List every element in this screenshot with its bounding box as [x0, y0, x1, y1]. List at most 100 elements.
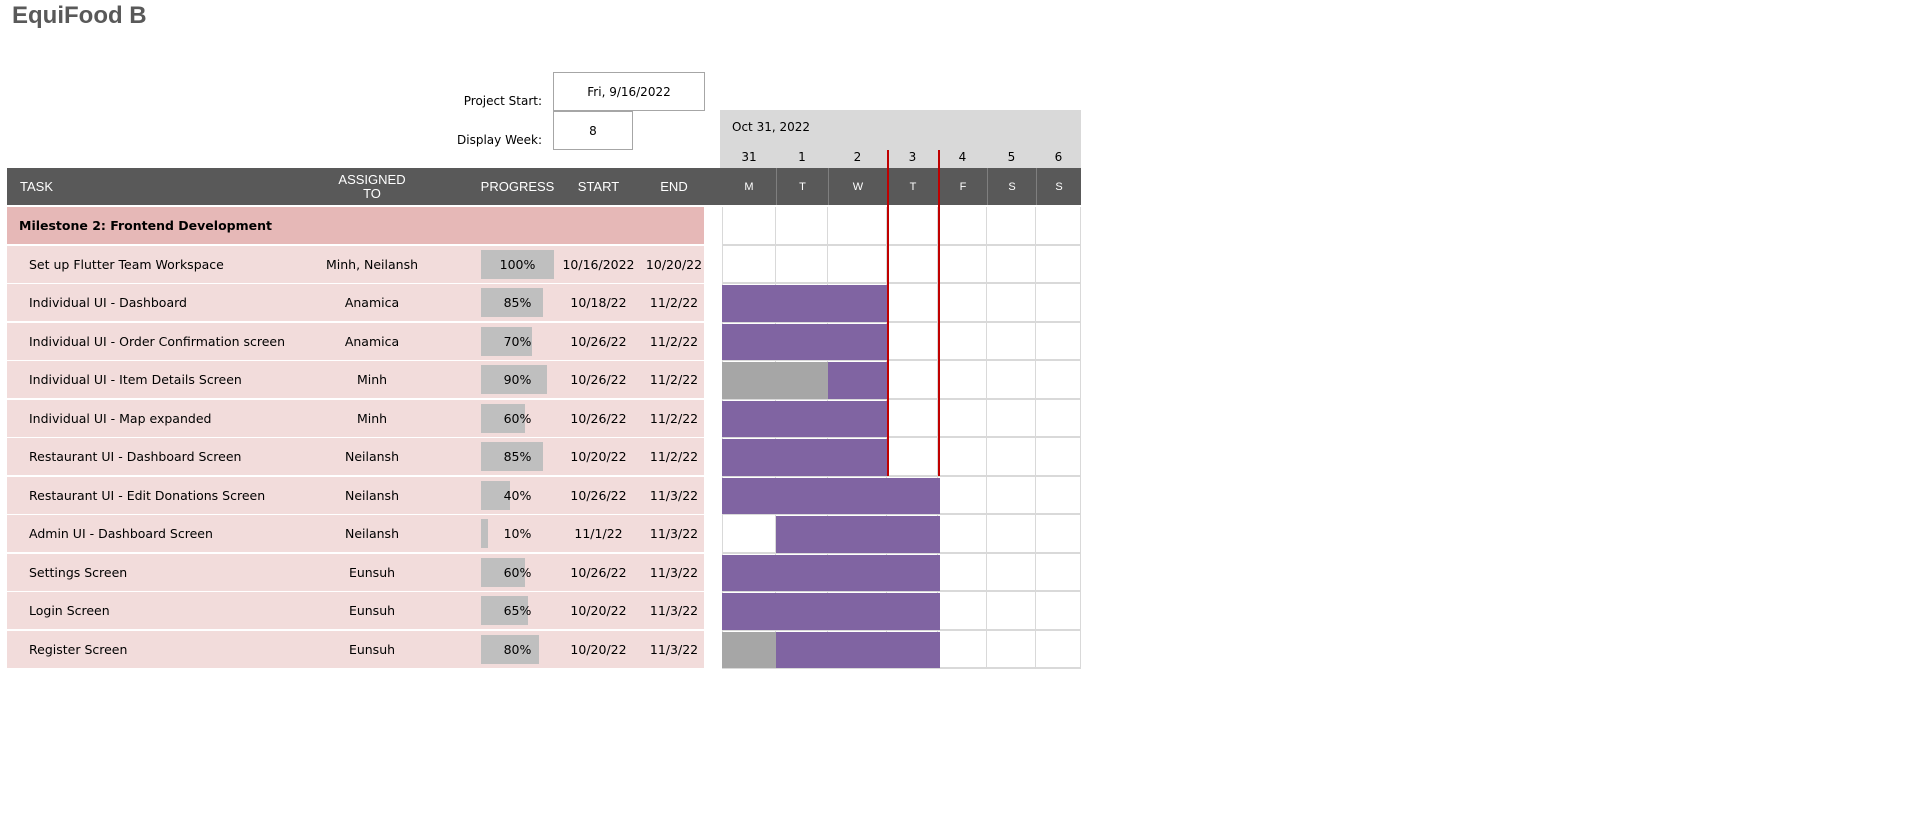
gantt-cell [938, 284, 987, 323]
task-assigned: Eunsuh [348, 603, 396, 618]
task-progress-text: 80% [503, 641, 532, 657]
gantt-cell [987, 207, 1036, 246]
task-name: Individual UI - Order Confirmation scree… [29, 333, 286, 349]
gantt-cell [776, 245, 828, 284]
task-name: Set up Flutter Team Workspace [29, 256, 224, 272]
task-start: 10/20/22 [570, 641, 627, 657]
gantt-cell [1036, 399, 1081, 438]
task-progress-text: 100% [499, 256, 536, 272]
gantt-cell [938, 515, 987, 554]
task-start: 10/26/22 [570, 333, 627, 349]
task-end: 11/2/22 [649, 295, 699, 310]
task-progress-fill [481, 288, 544, 317]
header-assigned-to: ASSIGNED TO [338, 171, 406, 201]
gantt-cell [887, 399, 938, 438]
task-progress: 85% [481, 288, 554, 317]
task-assigned: Neilansh [344, 449, 399, 464]
gantt-cell [938, 476, 987, 515]
task-progress-text: 90% [503, 372, 532, 387]
task-progress-text: 60% [503, 564, 532, 580]
timeline-day-number: 4 [958, 150, 967, 164]
task-progress: 60% [481, 557, 554, 587]
task-assigned: Minh [356, 410, 388, 426]
timeline-day-number: 1 [798, 150, 806, 164]
timeline-day-letter: T [776, 168, 828, 205]
task-end: 11/2/22 [649, 333, 699, 349]
table-row: Individual UI - Dashboard Anamica 85% 10/18… [7, 284, 704, 321]
timeline-day-number: 6 [1054, 150, 1063, 164]
task-progress: 100% [481, 249, 554, 279]
timeline-header [720, 110, 1081, 168]
gantt-cell [987, 630, 1036, 669]
gantt-cell [938, 553, 987, 592]
gantt-cell [1036, 438, 1081, 477]
task-progress: 80% [481, 634, 554, 664]
gantt-cell [722, 207, 776, 246]
task-progress-text: 70% [503, 333, 532, 349]
gantt-cell [722, 515, 776, 554]
timeline-day-number: 5 [1007, 150, 1016, 164]
task-name: Register Screen [29, 641, 128, 657]
gantt-bar [722, 285, 889, 322]
gantt-cell [938, 207, 987, 246]
today-marker-line [887, 150, 889, 476]
task-assigned: Neilansh [344, 487, 399, 503]
gantt-cell [722, 245, 776, 284]
table-row: Settings Screen Eunsuh 60% 10/26/22 11/3/22 [7, 553, 704, 591]
table-row: Login Screen Eunsuh 65% 10/20/22 11/3/22 [7, 592, 704, 629]
display-week-input[interactable]: 8 [553, 111, 633, 150]
gantt-cell [1036, 207, 1081, 246]
timeline-day-letter: M [744, 180, 754, 193]
gantt-cell [1036, 630, 1081, 669]
gantt-cell [887, 322, 938, 361]
task-start: 10/20/22 [570, 603, 627, 618]
task-name: Admin UI - Dashboard Screen [29, 526, 213, 541]
task-name: Restaurant UI - Edit Donations Screen [29, 487, 266, 503]
task-end: 11/3/22 [649, 564, 699, 580]
timeline-month-label: Oct 31, 2022 [732, 120, 810, 134]
project-start-label: Project Start: [463, 94, 542, 108]
gantt-bar [722, 439, 889, 476]
task-end: 11/2/22 [649, 449, 699, 464]
task-assigned: Neilansh [344, 526, 399, 541]
project-start-input[interactable]: Fri, 9/16/2022 [553, 72, 705, 111]
gantt-cell [887, 207, 938, 246]
gantt-cell [776, 207, 828, 246]
gantt-bar [722, 477, 940, 514]
gantt-cell [828, 207, 887, 246]
gantt-bar [722, 400, 889, 437]
task-start: 10/26/22 [570, 372, 627, 387]
header-progress: PROGRESS [480, 178, 555, 194]
gantt-bar-progress [722, 362, 828, 399]
task-progress-text: 85% [503, 295, 532, 310]
gantt-cell [987, 553, 1036, 592]
gantt-bar [722, 593, 940, 630]
timeline-day-number: 31 [741, 150, 757, 164]
gantt-cell [1036, 245, 1081, 284]
gantt-cell [887, 245, 938, 284]
task-progress: 70% [481, 326, 554, 356]
task-start: 10/26/22 [570, 487, 627, 503]
gantt-cell [938, 438, 987, 477]
task-progress: 65% [481, 596, 554, 625]
task-assigned: Minh [356, 372, 388, 387]
timeline-day-letter: S [987, 168, 1036, 205]
task-start: 10/20/22 [570, 449, 627, 464]
table-row: Register Screen Eunsuh 80% 10/20/22 11/3/22 [7, 630, 704, 668]
task-progress: 85% [481, 442, 554, 471]
gantt-cell [987, 361, 1036, 400]
gantt-bar [776, 516, 940, 553]
gantt-cell [887, 284, 938, 323]
gantt-cell [938, 399, 987, 438]
today-marker-line [938, 150, 940, 476]
gantt-cell [938, 245, 987, 284]
gantt-cell [987, 476, 1036, 515]
gantt-cell [987, 284, 1036, 323]
sheet-title: EquiFood B [12, 2, 147, 29]
gantt-cell [1036, 592, 1081, 631]
table-row: Individual UI - Item Details Screen Minh 9… [7, 361, 704, 398]
gantt-cell [938, 630, 987, 669]
table-row: Restaurant UI - Dashboard Screen Neilansh… [7, 438, 704, 475]
milestone-label: Milestone 2: Frontend Development [19, 218, 272, 233]
gantt-cell [987, 245, 1036, 284]
